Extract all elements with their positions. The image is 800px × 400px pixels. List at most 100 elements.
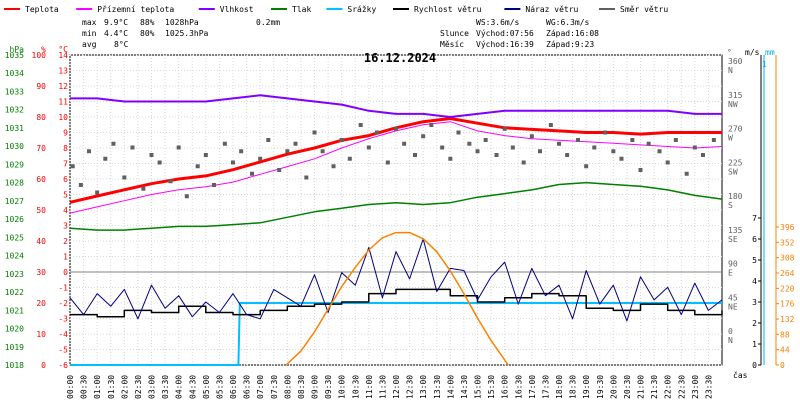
wind-direction-point (592, 145, 597, 150)
hpa-axis-tick: 1034 (5, 69, 24, 78)
x-tick-label: 20:30 (623, 375, 632, 399)
wind-direction-point (529, 134, 534, 139)
x-tick-label: 23:00 (691, 375, 700, 399)
x-tick-label: 09:00 (311, 375, 320, 399)
wind-direction-point (239, 149, 244, 154)
x-tick-label: 04:00 (175, 375, 184, 399)
x-tick-label: 17:00 (528, 375, 537, 399)
temp-axis-tick: 7 (63, 160, 68, 169)
x-tick-label: 19:30 (596, 375, 605, 399)
wind-direction-point (483, 138, 488, 142)
wind-direction-point (394, 126, 398, 131)
x-tick-label: 15:30 (487, 375, 496, 399)
wind-direction-point (258, 156, 263, 161)
wind-direction-point (448, 156, 453, 161)
stats-panel: max 9.9°C 88% 1028hPa 0.2mm min 4.4°C 80… (82, 18, 599, 49)
wind-direction-point (611, 149, 616, 154)
stat-sun-set: Západ:16:08 (546, 29, 599, 38)
wind-direction-point (184, 194, 189, 199)
wind-direction-point (385, 160, 390, 165)
temp-axis-tick: -5 (58, 346, 68, 355)
rain-axis-unit: mm (765, 48, 775, 57)
wind-direction-point (231, 160, 235, 165)
x-tick-label: 16:30 (514, 375, 523, 399)
x-tick-label: 06:00 (229, 375, 238, 399)
radiation-axis-tick: 0 (780, 361, 785, 370)
wind-direction-point (711, 138, 716, 142)
series (69, 94, 723, 366)
wind-direction-point (665, 160, 670, 165)
series-naraz-vetru (69, 238, 723, 322)
x-tick-label: 02:30 (134, 375, 143, 399)
wind-direction-point (331, 164, 336, 169)
x-tick-label: 02:00 (120, 375, 129, 399)
stat-max-rain: 0.2mm (256, 18, 280, 27)
x-tick-label: 04:30 (188, 375, 197, 399)
radiation-axis-tick: 44 (780, 346, 790, 355)
humidity-axis-tick: 20 (36, 299, 46, 308)
x-tick-label: 08:30 (297, 375, 306, 399)
wind-axis-tick: 2 (752, 319, 757, 328)
wind-direction-point (638, 168, 643, 172)
radiation-axis-tick: 88 (780, 330, 790, 339)
stat-avg-label: avg (82, 40, 97, 49)
stat-wind-speed: WS:3.6m/s (476, 18, 520, 27)
x-tick-label: 13:30 (433, 375, 442, 399)
series-prizemni-teplota (69, 121, 723, 214)
hpa-axis-tick: 1018 (5, 361, 24, 370)
wind-direction-point (312, 130, 317, 135)
stat-max-temp: 9.9°C (104, 18, 128, 27)
stat-avg-temp: 8°C (114, 40, 129, 49)
temp-axis-tick: 8 (63, 144, 68, 153)
hpa-axis-tick: 1025 (5, 233, 24, 242)
wind-direction-point (684, 171, 689, 176)
temp-axis-tick: 0 (63, 268, 68, 277)
wind-axis-unit: m/s (745, 48, 760, 57)
wind-direction-point (130, 145, 135, 150)
wind-direction-point (122, 175, 127, 180)
x-tick-label: 09:30 (324, 375, 333, 399)
dir-axis-label: NE (728, 302, 738, 311)
x-tick-label: 14:30 (460, 375, 469, 399)
wind-direction-point (657, 149, 662, 154)
wind-axis-tick: 6 (752, 235, 757, 244)
wind-direction-point (358, 123, 363, 127)
x-tick-label: 00:00 (66, 375, 75, 399)
legend: Teplota Přízemní teplota Vlhkost Tlak Srážky… (4, 5, 668, 14)
dir-axis-tick: 180 (728, 192, 743, 201)
wind-direction-point (494, 153, 499, 157)
x-tick-label: 06:30 (243, 375, 252, 399)
wind-direction-point (366, 145, 371, 150)
wind-direction-point (95, 190, 100, 195)
temp-axis-tick: 6 (63, 175, 68, 184)
hpa-axis-unit: hPa (10, 45, 25, 54)
hpa-axis-tick: 1035 (5, 51, 24, 60)
wind-direction-point (456, 130, 461, 135)
wind-direction-point (565, 153, 570, 157)
x-tick-label: 21:30 (650, 375, 659, 399)
legend-label: Vlhkost (220, 5, 254, 14)
wind-direction-point (347, 156, 352, 161)
wind-direction-point (250, 171, 255, 176)
hpa-axis-tick: 1030 (5, 142, 24, 151)
hpa-axis-tick: 1020 (5, 325, 24, 334)
wind-direction-point (168, 179, 173, 184)
radiation-axis-tick: 176 (780, 300, 795, 309)
wind-direction-point (421, 134, 426, 139)
x-tick-label: 07:30 (270, 375, 279, 399)
temp-axis-tick: 12 (58, 82, 68, 91)
hpa-axis-tick: 1029 (5, 160, 24, 169)
x-tick-label: 10:30 (351, 375, 360, 399)
wind-axis-tick: 1 (752, 340, 757, 349)
wind-direction-point (475, 149, 480, 154)
stat-max-hum: 88% (140, 18, 155, 27)
stat-moon-label: Měsíc (440, 40, 464, 49)
legend-label: Teplota (25, 5, 59, 14)
temp-axis-tick: 5 (63, 191, 68, 200)
wind-direction-point (576, 138, 581, 142)
wind-direction-point (510, 145, 515, 150)
x-tick-label: 22:30 (677, 375, 686, 399)
wind-direction-point (149, 153, 154, 157)
hpa-axis-tick: 1022 (5, 288, 24, 297)
